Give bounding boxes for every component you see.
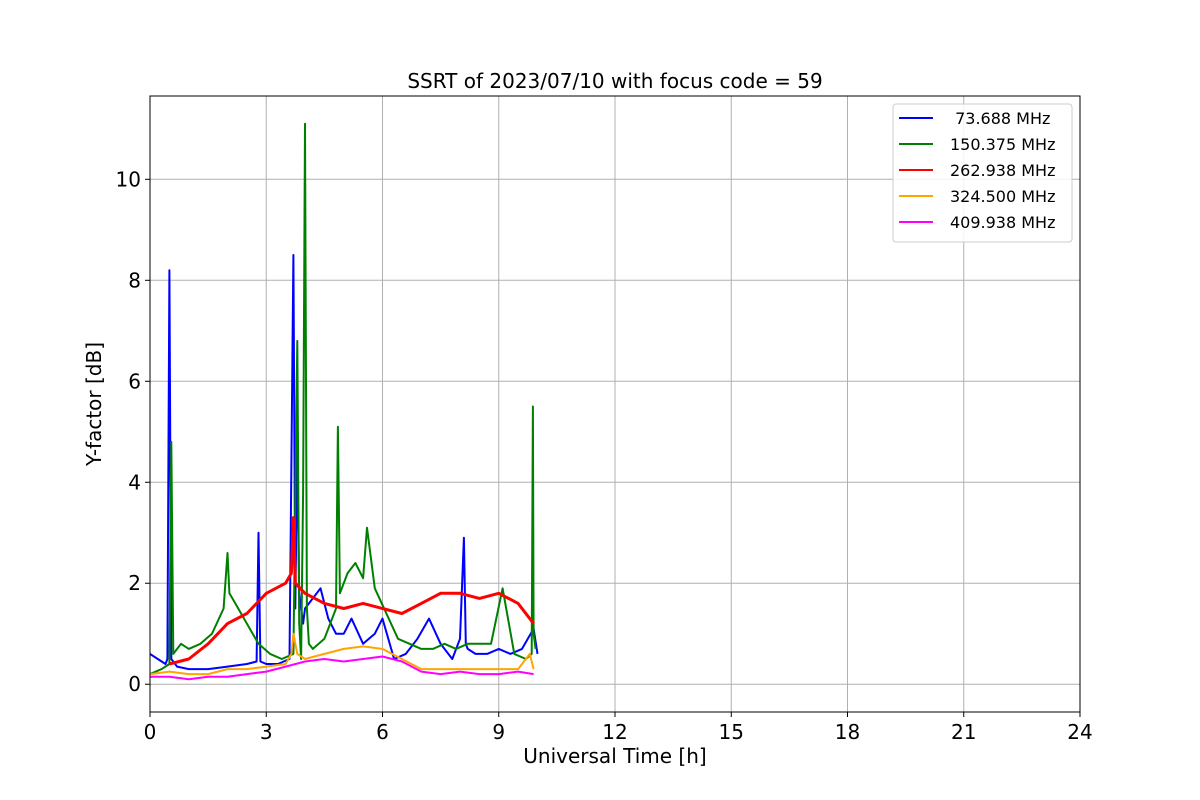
x-tick-label: 0	[144, 720, 157, 744]
series-line-3	[150, 632, 535, 676]
series-line-0	[150, 254, 539, 671]
y-axis-label: Y-factor [dB]	[82, 342, 106, 467]
legend-box	[892, 103, 1073, 243]
series-line-4	[150, 655, 534, 681]
chart-title: SSRT of 2023/07/10 with focus code = 59	[407, 69, 822, 93]
x-tick-label: 9	[492, 720, 505, 744]
x-tick-label: 15	[719, 720, 744, 744]
x-tick-label: 24	[1067, 720, 1092, 744]
y-tick-label: 10	[116, 167, 141, 191]
legend-label: 150.375 MHz	[950, 135, 1055, 154]
legend: 73.688 MHz 150.375 MHz 262.938 MHz 324.500 …	[892, 103, 1073, 243]
plot-area	[150, 122, 539, 681]
x-tick-label: 21	[951, 720, 976, 744]
y-tick-label: 2	[128, 571, 141, 595]
x-axis-label: Universal Time [h]	[523, 744, 706, 768]
legend-label: 262.938 MHz	[950, 161, 1055, 180]
x-tick-label: 6	[376, 720, 389, 744]
legend-label: 409.938 MHz	[950, 213, 1055, 232]
x-tick-label: 3	[260, 720, 273, 744]
series-line-2	[169, 516, 535, 666]
y-tick-label: 4	[128, 470, 141, 494]
x-tick-label: 12	[602, 720, 627, 744]
series-group	[150, 122, 539, 681]
y-tick-label: 6	[128, 369, 141, 393]
y-tick-label: 8	[128, 268, 141, 292]
y-tick-label: 0	[128, 672, 141, 696]
legend-label: 73.688 MHz	[950, 109, 1050, 128]
legend-label: 324.500 MHz	[950, 187, 1055, 206]
x-tick-label: 18	[835, 720, 860, 744]
series-line-1	[150, 122, 537, 676]
